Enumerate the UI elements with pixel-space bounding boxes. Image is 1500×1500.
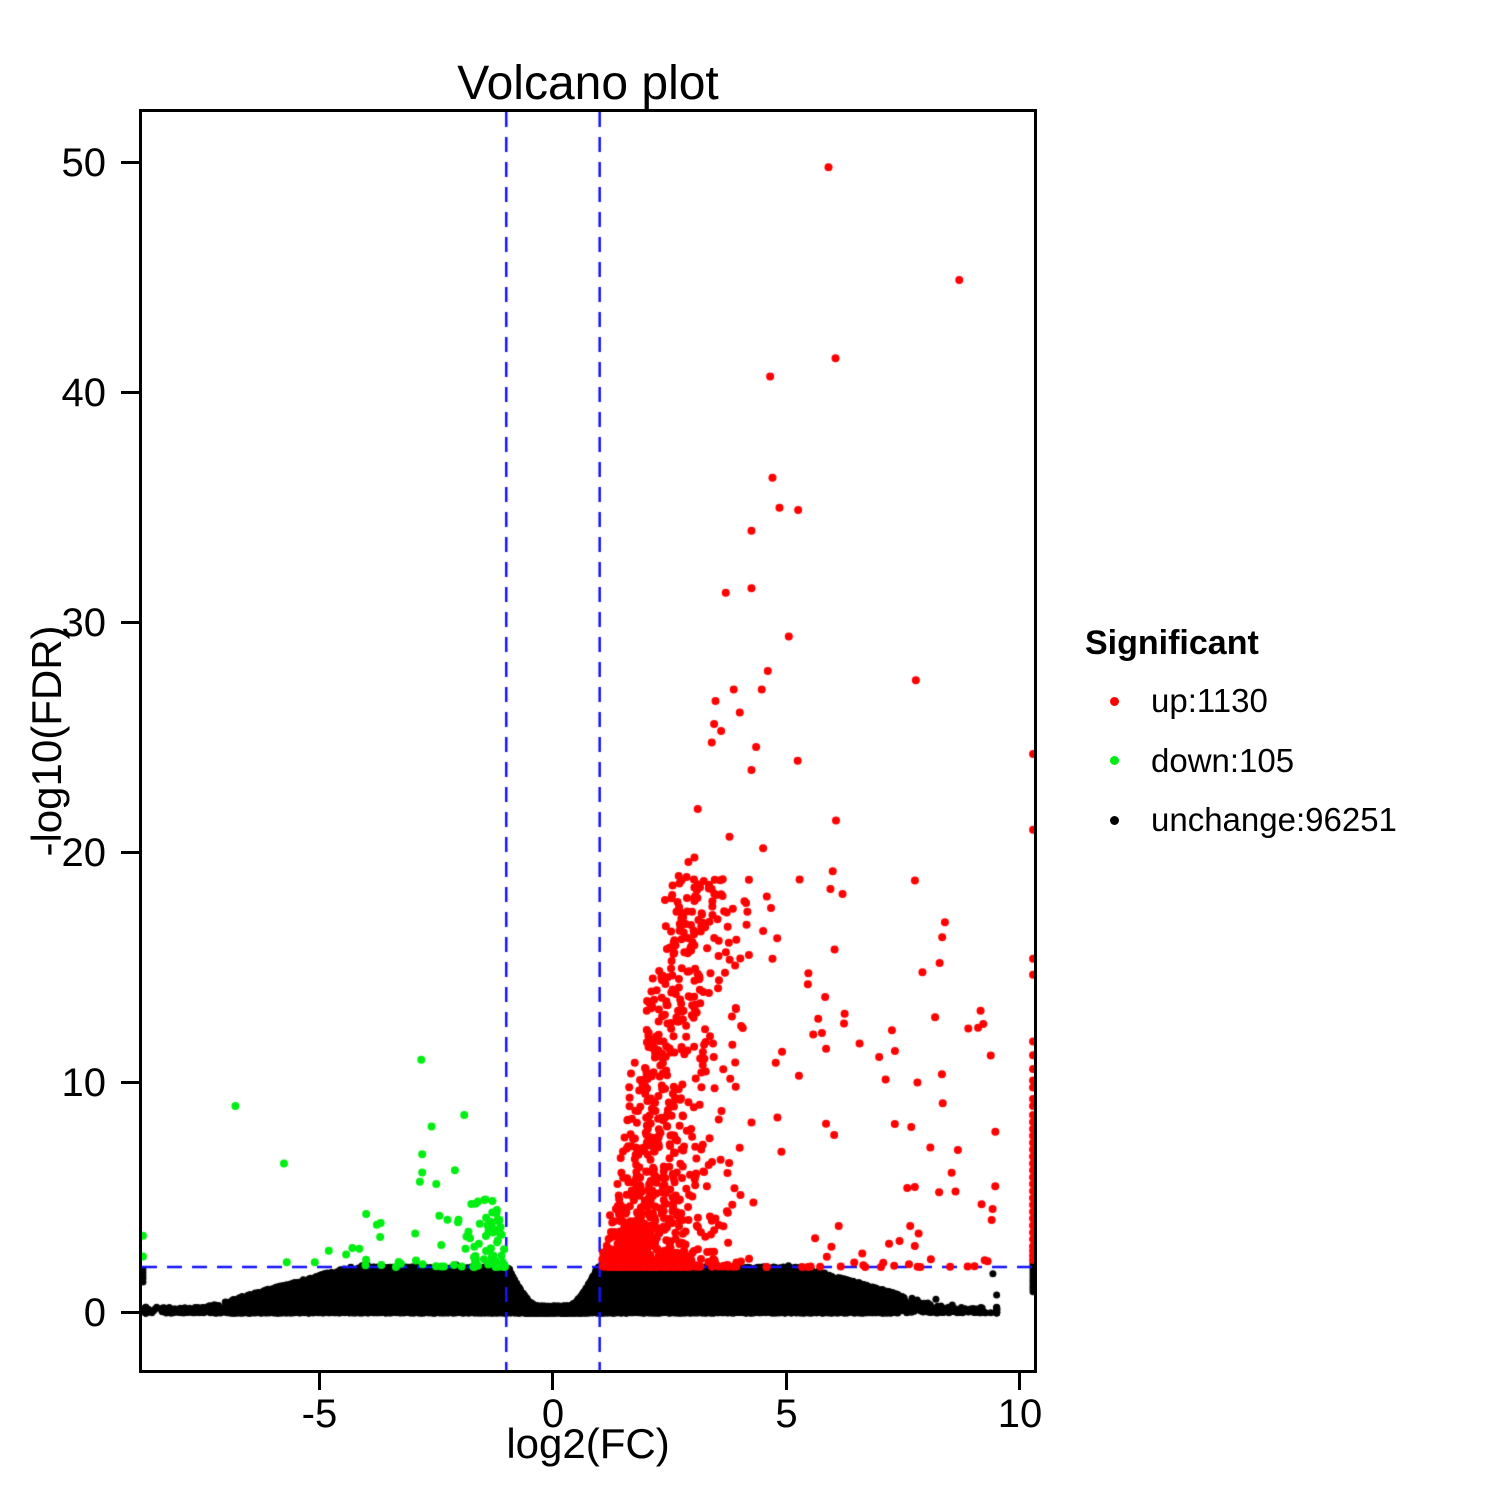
legend-dot bbox=[1110, 756, 1119, 765]
y-tick-mark bbox=[121, 851, 139, 855]
legend-entry: up:1130 bbox=[1085, 679, 1445, 723]
x-tick-label: 0 bbox=[541, 1392, 565, 1436]
x-tick-mark bbox=[317, 1373, 321, 1390]
y-tick-label: 20 bbox=[61, 830, 107, 875]
y-tick-mark bbox=[121, 161, 139, 165]
x-tick-mark bbox=[551, 1373, 555, 1390]
y-tick-label: 30 bbox=[61, 600, 107, 645]
y-axis-label: -log10(FDR) bbox=[23, 625, 70, 857]
legend-entry: down:105 bbox=[1085, 739, 1445, 783]
x-axis-label: log2(FC) bbox=[506, 1420, 670, 1467]
x-tick-mark bbox=[1018, 1373, 1022, 1390]
y-tick-label: 10 bbox=[61, 1060, 107, 1105]
plot-panel bbox=[139, 109, 1037, 1373]
x-tick-label: -5 bbox=[301, 1392, 338, 1436]
legend-dot bbox=[1110, 696, 1119, 706]
legend-entry-label: unchange:96251 bbox=[1151, 801, 1397, 838]
x-tick-label: 5 bbox=[775, 1392, 798, 1436]
y-tick-label: 40 bbox=[61, 370, 107, 415]
legend-title: Significant bbox=[1085, 624, 1259, 662]
y-tick-label: 0 bbox=[83, 1290, 106, 1335]
chart-title: Volcano plot bbox=[457, 57, 719, 110]
y-tick-mark bbox=[121, 391, 139, 395]
legend-entry-label: up:1130 bbox=[1151, 682, 1268, 719]
legend-entry-label: down:105 bbox=[1151, 741, 1295, 779]
y-tick-label: 50 bbox=[61, 140, 107, 185]
x-tick-label: 10 bbox=[997, 1392, 1043, 1436]
scatter-canvas bbox=[142, 112, 1034, 1370]
y-tick-mark bbox=[121, 1081, 139, 1085]
legend-dot bbox=[1110, 815, 1119, 825]
x-tick-mark bbox=[784, 1373, 788, 1390]
legend-entry: unchange:96251 bbox=[1085, 798, 1445, 842]
y-tick-mark bbox=[121, 621, 139, 625]
y-tick-mark bbox=[121, 1311, 139, 1315]
